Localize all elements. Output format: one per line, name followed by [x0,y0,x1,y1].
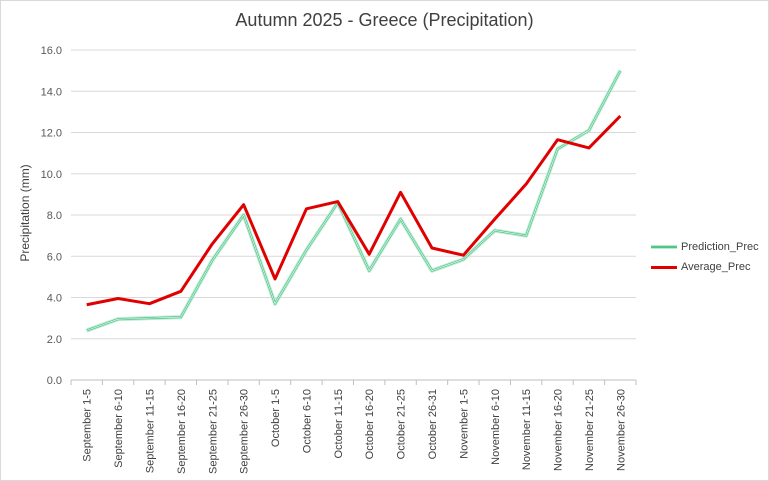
x-tick-label: October 16-20 [364,389,376,459]
series-line-prediction-core [86,70,621,331]
legend-item-average: Average_Prec [651,258,759,276]
legend-label-average: Average_Prec [681,261,751,273]
x-tick-label: November 26-30 [615,389,627,471]
series-line-average [86,114,622,307]
x-tick-label: October 26-31 [427,389,439,459]
x-tick-label: November 1-5 [458,389,470,459]
y-tick-label: 10.0 [41,169,62,181]
x-tick-label: September 16-20 [176,389,188,474]
x-tick-label: September 21-25 [207,389,219,474]
legend-swatch-average [651,265,677,269]
series-lines [86,69,623,333]
x-tick-label: September 11-15 [144,389,156,473]
x-tick-label: October 1-5 [270,389,282,447]
x-tick-label: October 21-25 [396,389,408,459]
legend-item-prediction: Prediction_Prec [651,238,759,256]
legend: Prediction_Prec Average_Prec [651,238,759,278]
gridlines [71,49,636,381]
y-tick-label: 4.0 [47,293,62,305]
y-axis-label: Precipitation (mm) [18,164,32,261]
series-line-prediction-halo [86,69,623,333]
x-tick-label: November 6-10 [490,389,502,465]
y-tick-label: 12.0 [41,128,62,140]
legend-swatch-prediction [651,246,677,248]
y-tick-label: 0.0 [47,375,62,387]
x-tick-label: November 11-15 [521,389,533,470]
x-tick-label: October 6-10 [301,389,313,453]
x-axis: September 1-5 September 6-10 September 11-… [70,380,637,474]
y-tick-label: 2.0 [47,334,62,346]
y-tick-label: 6.0 [47,251,62,263]
y-tick-label: 16.0 [41,45,62,57]
y-tick-label: 14.0 [41,86,62,98]
legend-label-prediction: Prediction_Prec [681,241,759,253]
chart-title: Autumn 2025 - Greece (Precipitation) [235,10,534,30]
x-tick-label: September 1-5 [82,389,94,462]
x-tick-label: October 11-15 [333,389,345,459]
x-tick-label: November 16-20 [553,389,565,471]
x-tick-label: November 21-25 [584,389,596,471]
x-tick-label: September 6-10 [113,389,125,468]
x-tick-label: September 26-30 [239,389,251,474]
y-tick-label: 8.0 [47,210,62,222]
y-axis: 0.0 2.0 4.0 6.0 8.0 10.0 12.0 14.0 16.0 [41,45,62,387]
